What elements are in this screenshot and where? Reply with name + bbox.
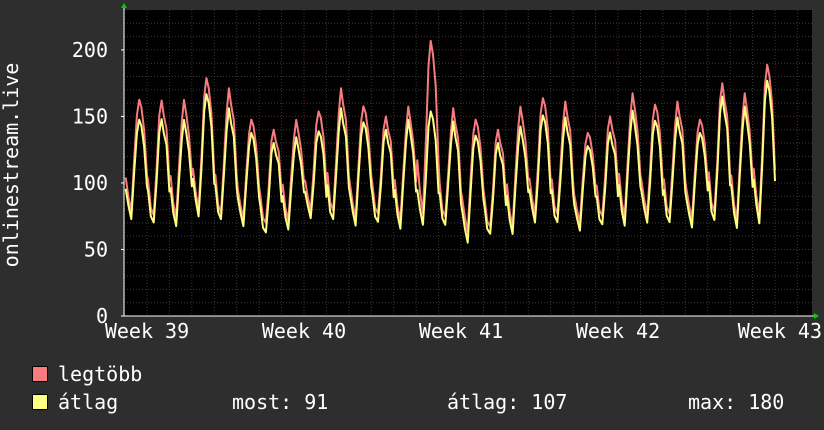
atlag-swatch — [32, 394, 48, 410]
stat-atlag: átlag: 107 — [447, 390, 568, 414]
legend: legtöbb átlag most: 91 átlag: 107 max: 1… — [0, 360, 824, 430]
legend-label-atlag: átlag — [58, 390, 119, 414]
axes — [121, 3, 819, 319]
y-axis-label: onlinestream.live — [0, 63, 23, 268]
plot-area — [124, 10, 812, 316]
grid — [124, 10, 812, 316]
traffic-chart: 0 50 100 150 200 Week 39 Week 40 Week 41 Week 4… — [0, 3, 822, 343]
series-group — [124, 39, 776, 244]
x-tick-labels: Week 39 Week 40 Week 41 Week 42 Week 43 — [105, 319, 822, 343]
y-tick-label: 100 — [72, 171, 108, 195]
x-tick-label: Week 41 — [419, 319, 503, 343]
x-tick-label: Week 43 — [738, 319, 822, 343]
series-line-atlag — [124, 79, 776, 244]
stat-most: most: 91 — [232, 390, 329, 414]
legend-label-legtobb: legtöbb — [58, 362, 143, 386]
stat-max: max: 180 — [688, 390, 785, 414]
x-tick-label: Week 40 — [262, 319, 346, 343]
y-tick-labels: 0 50 100 150 200 — [72, 38, 124, 328]
y-tick-label: 0 — [96, 304, 108, 328]
x-tick-label: Week 42 — [576, 319, 660, 343]
y-tick-label: 150 — [72, 104, 108, 128]
y-axis-arrow — [121, 3, 127, 8]
y-tick-label: 200 — [72, 38, 108, 62]
legend-item-atlag: átlag most: 91 átlag: 107 max: 180 — [32, 390, 812, 414]
x-tick-label: Week 39 — [105, 319, 189, 343]
y-tick-label: 50 — [84, 237, 108, 261]
legtobb-swatch — [32, 366, 48, 382]
x-axis-arrow — [814, 313, 819, 319]
